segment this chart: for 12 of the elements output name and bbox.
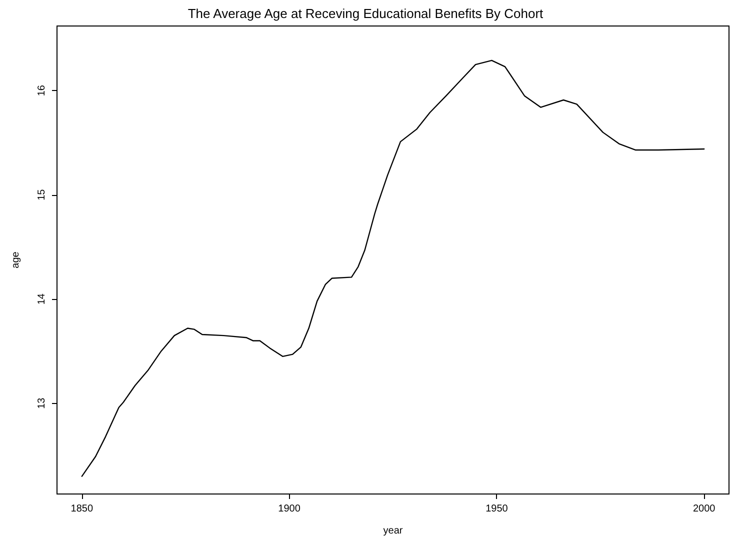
y-tick-label: 14	[36, 293, 48, 305]
x-tick-label: 1950	[486, 504, 508, 514]
chart-title: The Average Age at Receving Educational Benefits By Cohort	[188, 6, 544, 21]
x-tick-label: 1850	[70, 504, 94, 514]
y-tick-label: 13	[36, 397, 48, 409]
y-axis-title: age	[10, 251, 22, 268]
y-tick-label: 16	[36, 84, 48, 96]
x-tick-label: 1900	[278, 504, 301, 514]
x-axis-title: year	[383, 526, 404, 536]
line-series	[81, 60, 705, 477]
y-tick-label: 15	[36, 188, 48, 200]
x-tick-label: 2000	[692, 504, 716, 514]
